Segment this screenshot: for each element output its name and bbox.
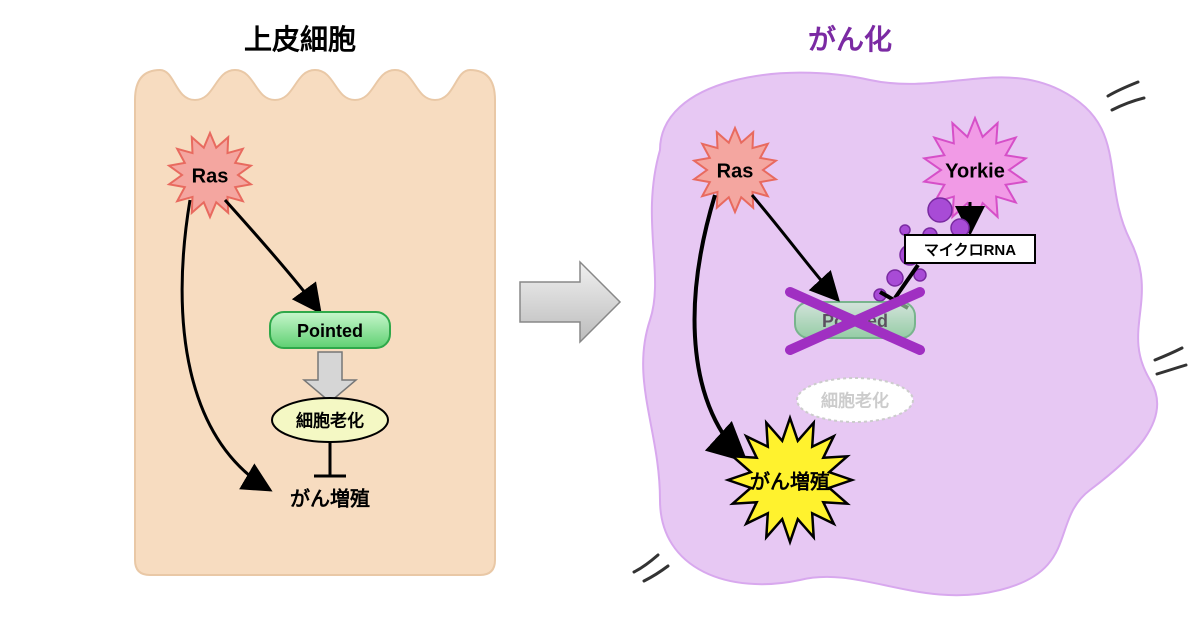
senescence-node-right: 細胞老化 — [797, 378, 913, 422]
svg-text:Ras: Ras — [717, 160, 754, 182]
right-cell: Ras Yorkie マイクロRNA — [0, 0, 1200, 630]
svg-text:がん増殖: がん増殖 — [750, 469, 830, 493]
proliferation-node-right: がん増殖 — [728, 418, 852, 542]
svg-text:細胞老化: 細胞老化 — [821, 390, 889, 410]
diagram-stage: 上皮細胞 がん化 Ras Pointed — [0, 0, 1200, 630]
svg-text:Yorkie: Yorkie — [945, 160, 1005, 182]
microrna-node: マイクロRNA — [905, 235, 1035, 263]
svg-text:マイクロRNA: マイクロRNA — [924, 242, 1016, 259]
